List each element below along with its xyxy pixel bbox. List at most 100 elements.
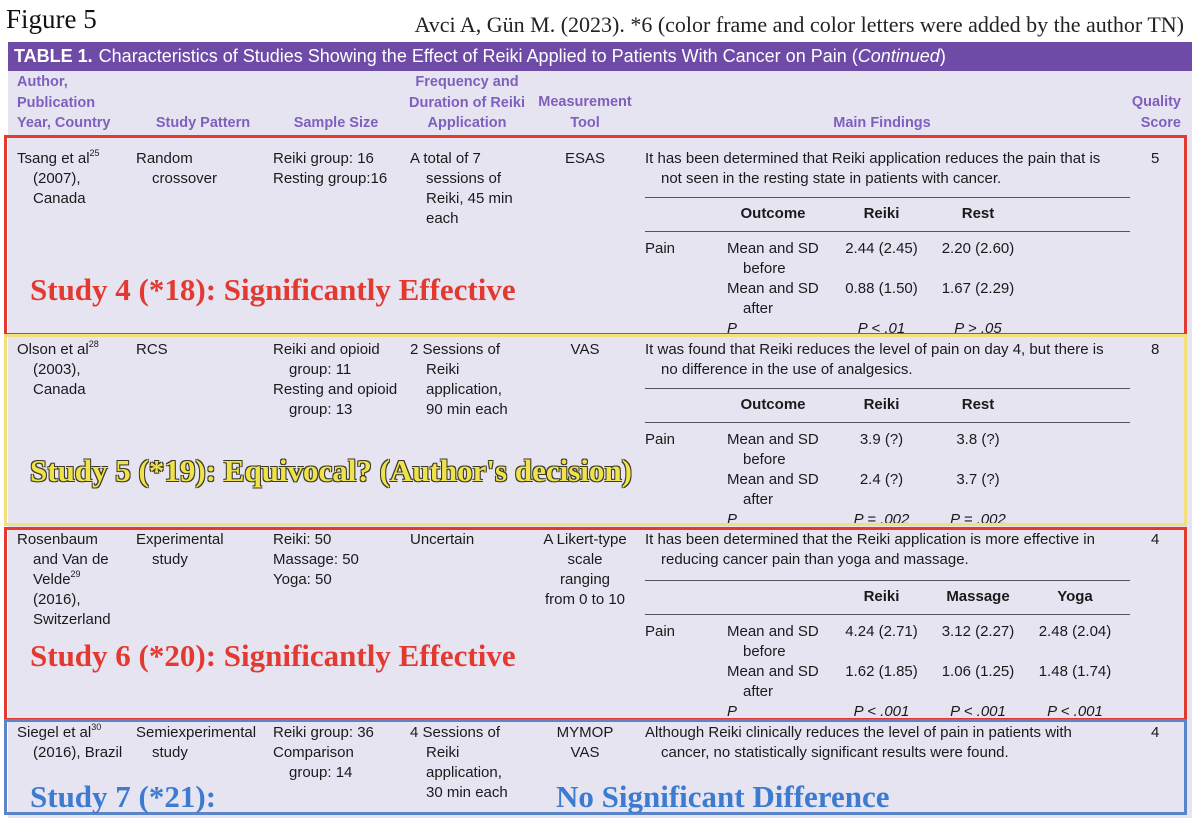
- pattern-line: Random: [136, 150, 193, 167]
- author-year: (2016), Brazil: [33, 744, 123, 761]
- table-label: TABLE 1.: [14, 46, 93, 66]
- mean-sd-timepoint: before: [743, 643, 786, 660]
- pain-label: Pain: [645, 431, 676, 448]
- reiki-after-value: 2.4 (?): [859, 471, 904, 488]
- subheader-massage: Massage: [946, 588, 1010, 605]
- pattern-line: study: [152, 744, 188, 761]
- author-name: Siegel et al: [17, 724, 92, 741]
- sample-line: Yoga: 50: [273, 571, 332, 588]
- header-quality-score: Quality Score: [1108, 92, 1181, 133]
- frequency-cell: Uncertain: [410, 530, 530, 550]
- subheader-reiki: Reiki: [863, 396, 900, 413]
- sample-line: Reiki group: 36: [273, 724, 374, 741]
- finding-line: not seen in the resting state in patient…: [661, 170, 1002, 187]
- table-title-end: ): [939, 46, 946, 66]
- header-author-line: Year, Country: [17, 115, 111, 131]
- mean-sd-after: Mean and SD after: [727, 470, 837, 510]
- finding-line: It has been determined that the Reiki ap…: [645, 531, 1095, 548]
- subtable-rule: [645, 388, 1130, 389]
- reference-number: 25: [89, 148, 100, 158]
- header-author-line: Publication: [17, 94, 96, 111]
- mean-sd-before: Mean and SD before: [727, 430, 837, 470]
- rest-before-value: 2.20 (2.60): [941, 240, 1015, 257]
- reiki-before-value: 4.24 (2.71): [845, 623, 918, 640]
- pattern-cell: Semiexperimental study: [136, 723, 266, 763]
- p-label: P: [727, 703, 738, 720]
- pattern-cell: RCS: [136, 340, 266, 360]
- subheader-yoga: Yoga: [1057, 588, 1093, 605]
- rest-after-value: 3.7 (?): [956, 471, 1000, 488]
- finding-line: It was found that Reiki reduces the leve…: [645, 341, 1104, 358]
- mean-sd-label: Mean and SD: [727, 663, 819, 680]
- pattern-line: crossover: [152, 170, 218, 187]
- subtable-rule: [645, 197, 1130, 198]
- yoga-before-value: 2.48 (2.04): [1038, 623, 1112, 640]
- header-quality-line: Score: [1140, 114, 1181, 131]
- header-author: Author, Publication Year, Country: [17, 72, 137, 134]
- sample-cell: Reiki and opioid group: 11 Resting and o…: [273, 340, 408, 420]
- header-tool-line: Tool: [570, 114, 600, 131]
- finding-cell: It has been determined that Reiki applic…: [645, 149, 1115, 189]
- tool-line: A Likert-type: [543, 531, 627, 548]
- quality-score: 8: [1151, 341, 1160, 358]
- quality-score: 4: [1151, 531, 1160, 548]
- sample-cell: Reiki group: 16 Resting group:16: [273, 149, 408, 189]
- author-cell: Tsang et al25 (2007), Canada: [17, 149, 132, 209]
- sample-line: Resting and opioid: [273, 381, 398, 398]
- massage-p-value: P < .001: [950, 703, 1006, 720]
- yoga-p-value: P < .001: [1047, 703, 1103, 720]
- frequency-line: Reiki: [426, 361, 460, 378]
- header-frequency-line: Frequency and: [415, 74, 519, 90]
- tool-cell: VAS: [534, 340, 636, 360]
- author-name: Tsang et al: [17, 150, 90, 167]
- yoga-after-value: 1.48 (1.74): [1038, 663, 1112, 680]
- subtable-rule: [645, 422, 1130, 423]
- table-sheet: TABLE 1. Characteristics of Studies Showi…: [4, 42, 1192, 818]
- mean-sd-timepoint: after: [743, 683, 774, 700]
- finding-line: no difference in the use of analgesics.: [661, 361, 913, 378]
- sample-line: Reiki: 50: [273, 531, 332, 548]
- author-cell: Rosenbaum and Van de Velde29 (2016), Swi…: [17, 530, 132, 630]
- tool-cell: MYMOP VAS: [534, 723, 636, 763]
- mean-sd-before: Mean and SD before: [727, 622, 837, 662]
- sample-line: group: 13: [289, 401, 353, 418]
- reference-number: 28: [88, 339, 99, 349]
- study-5-frame: [4, 334, 1187, 526]
- tool-line: MYMOP: [556, 724, 614, 741]
- reiki-before-value: 2.44 (2.45): [845, 240, 918, 257]
- p-label: P: [727, 320, 738, 337]
- mean-sd-label: Mean and SD: [727, 280, 819, 297]
- rest-p-value: P > .05: [954, 320, 1002, 337]
- rest-before-value: 3.8 (?): [956, 431, 1000, 448]
- frequency-line: A total of 7: [410, 150, 481, 167]
- frequency-line: 90 min each: [426, 401, 508, 418]
- study-4-annotation: Study 4 (*18): Significantly Effective: [30, 272, 516, 307]
- frequency-line: 4 Sessions of: [410, 724, 501, 741]
- subheader-outcome: Outcome: [740, 396, 806, 413]
- finding-line: Although Reiki clinically reduces the le…: [645, 724, 1072, 741]
- sample-line: Massage: 50: [273, 551, 359, 568]
- author-country: Canada: [33, 190, 86, 207]
- finding-cell: Although Reiki clinically reduces the le…: [645, 723, 1115, 763]
- sample-line: Resting group:16: [273, 170, 388, 187]
- author-cell: Siegel et al30 (2016), Brazil: [17, 723, 132, 763]
- tool-line: from 0 to 10: [544, 591, 626, 608]
- reiki-p-value: P < .01: [857, 320, 906, 337]
- pattern-cell: Experimental study: [136, 530, 266, 570]
- pattern-line: RCS: [136, 341, 168, 358]
- author-year: (2003),: [33, 361, 81, 378]
- rest-after-value: 1.67 (2.29): [941, 280, 1015, 297]
- subheader-reiki: Reiki: [863, 205, 900, 222]
- frequency-cell: 2 Sessions of Reiki application, 90 min …: [410, 340, 530, 420]
- reiki-after-value: 0.88 (1.50): [845, 280, 918, 297]
- reference-number: 29: [70, 569, 81, 579]
- pain-label: Pain: [645, 240, 676, 257]
- pattern-line: Experimental: [136, 531, 224, 548]
- header-author-line: Author,: [17, 74, 68, 90]
- author-name: Velde: [33, 571, 71, 588]
- tool-cell: A Likert-type scale ranging from 0 to 10: [534, 530, 636, 610]
- frequency-line: sessions of: [426, 170, 502, 187]
- subtable-rule: [645, 231, 1130, 232]
- study-7-frame: [4, 719, 1187, 815]
- sample-line: Reiki group: 16: [273, 150, 374, 167]
